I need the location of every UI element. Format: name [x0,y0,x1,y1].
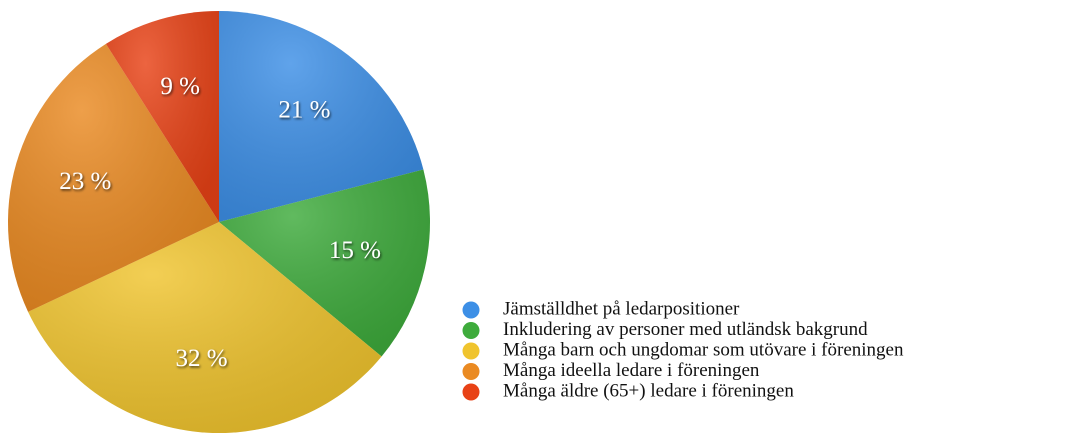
slice-shade [219,11,424,222]
legend-swatch [462,383,480,401]
value-label: 21 % [278,97,330,124]
labels: 21 % 15 % 32 % 23 % 9 % [59,73,381,372]
value-label: 32 % [176,345,228,372]
legend-swatch [462,363,480,380]
legend-swatch [462,322,480,339]
slice-shade [28,222,382,433]
legend-label: Många äldre (65+) ledare i föreningen [503,380,794,401]
legend-label: Jämställdhet på ledarpositioner [503,298,740,319]
value-label: 15 % [329,237,381,264]
legend-label: Många ideella ledare i föreningen [503,360,760,381]
legend-label: Många barn och ungdomar som utövare i fö… [503,339,904,360]
legend-label: Inkludering av personer med utländsk bak… [503,319,868,340]
pie [8,11,431,433]
slice-shade [219,169,431,357]
slice-shade [8,43,219,312]
legend-swatch [462,301,480,319]
legend-swatch [462,342,480,360]
value-label: 9 % [160,73,200,100]
value-label: 23 % [59,168,111,195]
slice-shade [105,11,219,222]
legend: Jämställdhet på ledarpositionerInkluderi… [462,298,904,401]
